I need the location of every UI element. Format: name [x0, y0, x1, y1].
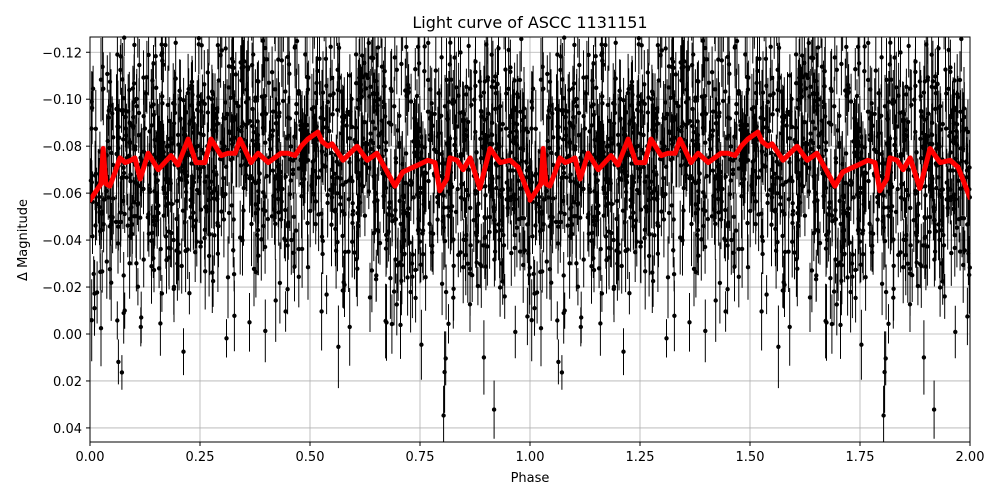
y-tick-label: −0.10 [42, 93, 82, 108]
x-tick-label: 1.75 [846, 450, 875, 465]
x-tick-label: 1.25 [626, 450, 655, 465]
x-tick-label: 0.00 [76, 450, 105, 465]
x-axis-label: Phase [511, 471, 550, 486]
x-tick-label: 0.25 [186, 450, 215, 465]
y-tick-label: −0.02 [42, 281, 82, 296]
chart-title: Light curve of ASCC 1131151 [412, 13, 647, 32]
x-tick-label: 0.50 [296, 450, 325, 465]
binned-curve [90, 129, 970, 203]
x-tick-label: 1.50 [736, 450, 765, 465]
x-axis: 0.00 0.25 0.50 0.75 1.00 1.25 1.50 1.75 2.00 [76, 442, 985, 465]
y-axis-label: Δ Magnitude [16, 199, 31, 281]
x-tick-label: 2.00 [956, 450, 985, 465]
y-tick-label: −0.08 [42, 140, 82, 155]
y-tick-label: 0.02 [53, 375, 82, 390]
observation-markers [88, 35, 972, 418]
x-tick-label: 0.75 [406, 450, 435, 465]
y-tick-label: −0.04 [42, 234, 82, 249]
y-tick-label: −0.12 [42, 46, 82, 61]
y-axis: −0.12 −0.10 −0.08 −0.06 −0.04 −0.02 0.00 0.02 0.… [42, 46, 90, 437]
y-tick-label: 0.00 [53, 328, 82, 343]
binned-curve-line [90, 129, 970, 203]
y-tick-label: −0.06 [42, 187, 82, 202]
x-tick-label: 1.00 [516, 450, 545, 465]
y-tick-label: 0.04 [53, 422, 82, 437]
